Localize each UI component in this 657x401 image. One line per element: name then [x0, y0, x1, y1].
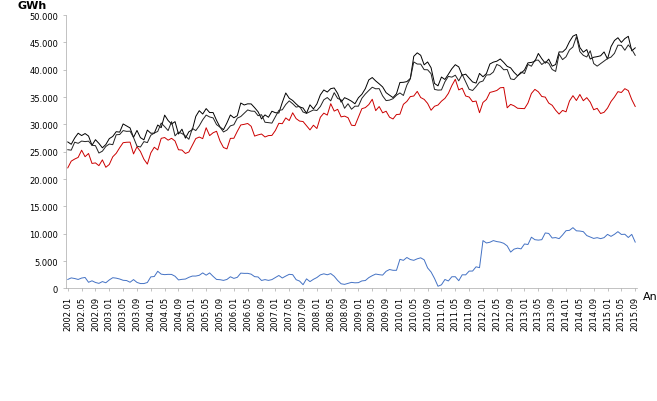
Text: Ano: Ano [643, 292, 657, 302]
Text: GWh: GWh [17, 1, 47, 10]
